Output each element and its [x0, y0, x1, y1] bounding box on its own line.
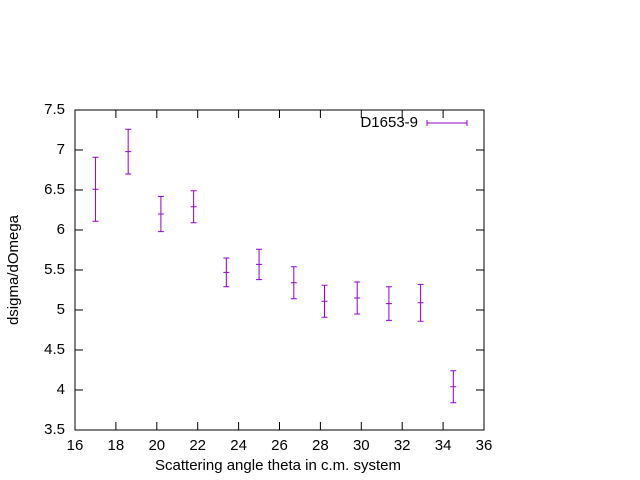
y-tick-label: 5.5	[44, 261, 65, 278]
x-tick-label: 34	[435, 437, 452, 454]
x-tick-label: 16	[67, 437, 84, 454]
x-tick-label: 26	[271, 437, 288, 454]
error-bar-point	[417, 283, 424, 322]
y-tick-label: 6.5	[44, 181, 65, 198]
error-bar-point	[223, 257, 230, 288]
x-tick-label: 20	[148, 437, 165, 454]
error-bar-point	[450, 370, 457, 404]
y-tick-label: 3.5	[44, 421, 65, 438]
x-tick-label: 32	[394, 437, 411, 454]
plot-border	[74, 109, 485, 431]
error-bar-point	[157, 195, 164, 233]
error-bar-point	[190, 190, 197, 224]
x-axis-label: Scattering angle theta in c.m. system	[155, 457, 401, 474]
x-tick-label: 24	[230, 437, 247, 454]
x-tick-label: 36	[476, 437, 493, 454]
y-axis-label: dsigma/dOmega	[5, 214, 22, 325]
error-bar-point	[354, 281, 361, 315]
x-tick-label: 30	[353, 437, 370, 454]
error-bar-point	[321, 284, 328, 318]
y-tick-label: 4.5	[44, 341, 65, 358]
error-bar-point	[256, 248, 263, 281]
y-tick-label: 4	[57, 381, 65, 398]
y-tick-label: 7	[57, 141, 65, 158]
y-tick-label: 5	[57, 301, 65, 318]
legend-label: D1653-9	[360, 114, 418, 131]
error-bar-point	[92, 156, 99, 222]
x-tick-label: 28	[312, 437, 329, 454]
legend-swatch	[426, 120, 468, 126]
error-bar-point	[290, 266, 297, 300]
x-tick-label: 18	[108, 437, 125, 454]
y-tick-label: 6	[57, 221, 65, 238]
error-bar-point	[385, 286, 392, 321]
x-tick-label: 22	[189, 437, 206, 454]
y-tick-label: 7.5	[44, 101, 65, 118]
error-bar-point	[125, 128, 132, 175]
